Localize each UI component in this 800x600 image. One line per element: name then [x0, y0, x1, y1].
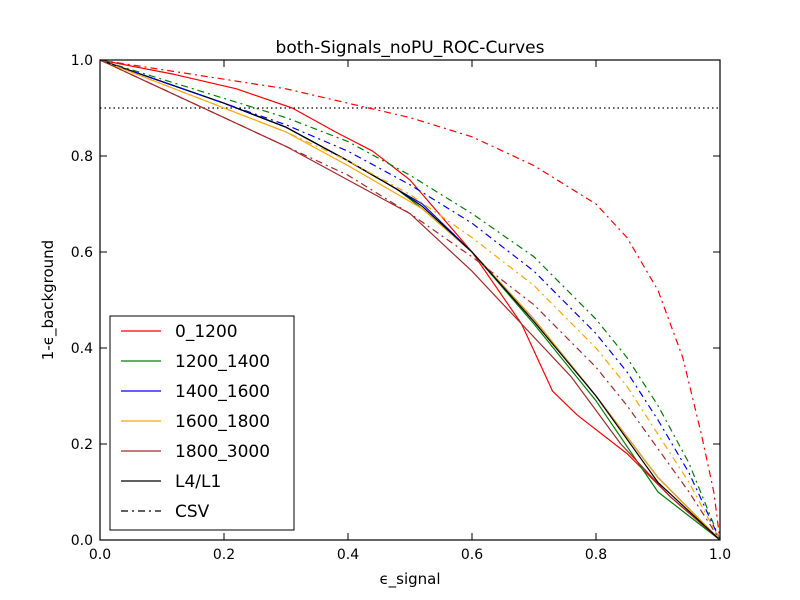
x-tick-label: 0.4	[337, 547, 359, 563]
legend-box	[109, 315, 295, 531]
series-line-1600-1800-csv	[99, 59, 721, 541]
series-line-0-1200-csv	[99, 59, 721, 541]
legend-label: L4/L1	[175, 472, 221, 492]
plot-frame	[99, 59, 721, 541]
y-tick-label: 0.8	[71, 149, 93, 165]
x-axis: 0.0 0.2 0.4 0.6 0.8 1.0	[89, 60, 731, 563]
y-tick-label: 1.0	[71, 53, 93, 69]
chart-title: both-Signals_noPU_ROC-Curves	[276, 38, 545, 58]
x-tick-label: 0.8	[585, 547, 607, 563]
legend-label: CSV	[175, 502, 210, 522]
y-tick-label: 0.2	[71, 437, 93, 453]
x-tick-label: 1.0	[709, 547, 731, 563]
series-line-1400-1600-csv	[99, 59, 721, 541]
y-axis: 0.0 0.2 0.4 0.6 0.8 1.0	[71, 53, 720, 549]
legend-label: 1400_1600	[175, 382, 270, 402]
y-tick-label: 0.6	[71, 245, 93, 261]
x-tick-label: 0.0	[89, 547, 111, 563]
series-line-1800-3000-csv	[99, 59, 721, 541]
x-axis-label: ϵ_signal	[379, 570, 440, 589]
legend: 0_1200 1200_1400 1400_1600 1600_1800 1800_30…	[109, 315, 295, 531]
y-tick-label: 0.0	[71, 533, 93, 549]
series-line-0-1200-l4-l1	[99, 59, 721, 541]
legend-label: 1200_1400	[175, 352, 270, 372]
series-layer	[99, 59, 721, 541]
x-tick-label: 0.6	[461, 547, 483, 563]
legend-label: 1600_1800	[175, 412, 270, 432]
series-line-1200-1400-csv	[99, 59, 721, 541]
y-axis-label: 1-ϵ_background	[39, 240, 58, 360]
y-tick-label: 0.4	[71, 341, 93, 357]
legend-label: 0_1200	[175, 322, 238, 342]
legend-label: 1800_3000	[175, 442, 270, 462]
x-tick-label: 0.2	[213, 547, 235, 563]
